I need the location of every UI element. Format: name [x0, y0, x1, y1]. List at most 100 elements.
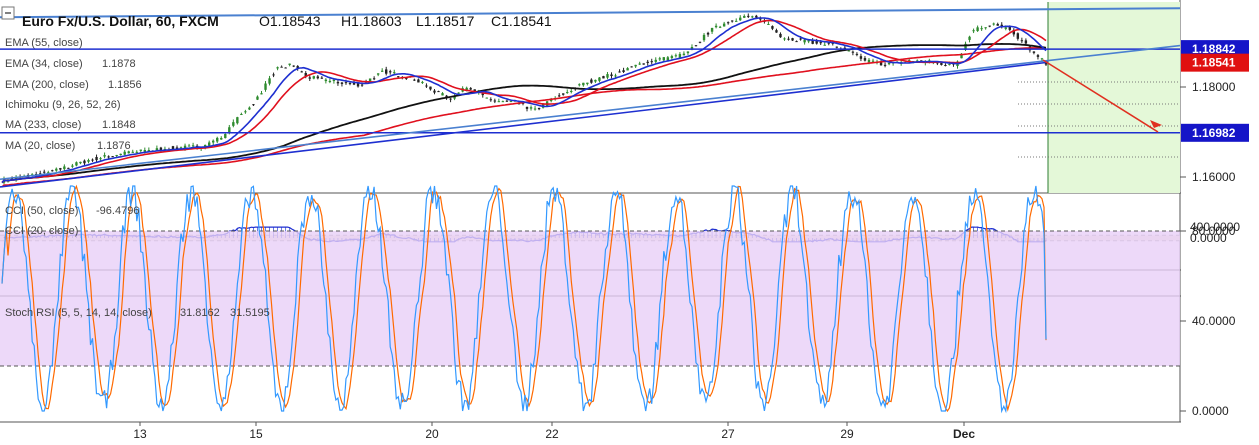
candle-down[interactable]: [352, 82, 356, 85]
candle-up[interactable]: [99, 158, 102, 160]
candle-down[interactable]: [385, 69, 388, 74]
candle-up[interactable]: [570, 90, 573, 92]
time-axis[interactable]: 13 15 20 22 27 29 Dec: [133, 422, 975, 441]
candle-up[interactable]: [131, 151, 134, 153]
candle-down[interactable]: [344, 82, 348, 84]
candle-up[interactable]: [256, 96, 259, 100]
candle-up[interactable]: [248, 107, 251, 110]
candle-down[interactable]: [111, 156, 114, 158]
candle-up[interactable]: [135, 151, 138, 153]
candle-up[interactable]: [119, 153, 122, 155]
candle-down[interactable]: [940, 63, 943, 65]
candle-up[interactable]: [714, 25, 718, 28]
candle-down[interactable]: [59, 168, 62, 170]
candle-up[interactable]: [807, 39, 810, 42]
candle-up[interactable]: [123, 151, 126, 155]
candle-up[interactable]: [702, 34, 706, 41]
candle-down[interactable]: [348, 83, 352, 85]
candle-up[interactable]: [566, 92, 569, 94]
candle-down[interactable]: [304, 72, 307, 77]
candle-up[interactable]: [191, 145, 195, 147]
candle-up[interactable]: [549, 100, 553, 102]
candle-up[interactable]: [867, 59, 871, 63]
indicator-ema34-label[interactable]: EMA (34, close): [5, 58, 83, 70]
candle-down[interactable]: [417, 79, 420, 83]
candle-up[interactable]: [421, 81, 424, 83]
candle-down[interactable]: [43, 171, 46, 173]
candle-up[interactable]: [533, 108, 537, 110]
candle-down[interactable]: [433, 90, 436, 93]
candle-up[interactable]: [823, 44, 826, 46]
candle-down[interactable]: [859, 56, 863, 59]
candle-up[interactable]: [55, 168, 58, 171]
candle-up[interactable]: [678, 54, 682, 58]
candle-down[interactable]: [1012, 29, 1016, 35]
candle-down[interactable]: [630, 66, 633, 68]
ema34-line[interactable]: [1, 19, 1047, 184]
candle-down[interactable]: [795, 41, 798, 43]
candle-up[interactable]: [1040, 58, 1044, 60]
candle-down[interactable]: [799, 38, 802, 40]
candle-up[interactable]: [179, 147, 183, 149]
candle-up[interactable]: [139, 149, 142, 151]
candle-up[interactable]: [670, 56, 674, 59]
stoch-k-line[interactable]: [1, 185, 1047, 414]
candle-up[interactable]: [324, 79, 328, 82]
candle-down[interactable]: [316, 76, 320, 79]
candle-down[interactable]: [988, 25, 991, 27]
candle-down[interactable]: [252, 104, 255, 106]
cci-second-label[interactable]: CCI (20, close): [5, 225, 78, 237]
candle-up[interactable]: [276, 67, 279, 69]
cci-main-label[interactable]: CCI (50, close): [5, 205, 78, 217]
candle-down[interactable]: [883, 64, 887, 66]
candle-up[interactable]: [509, 101, 513, 103]
forecast-arrow[interactable]: [1042, 59, 1159, 133]
price-panel[interactable]: [0, 2, 1181, 193]
candle-up[interactable]: [393, 72, 396, 74]
candle-up[interactable]: [980, 28, 983, 30]
candle-up[interactable]: [847, 50, 851, 52]
candle-down[interactable]: [787, 38, 790, 40]
candle-up[interactable]: [220, 138, 223, 140]
candle-down[interactable]: [706, 32, 710, 35]
stoch-d-line[interactable]: [1, 184, 1047, 413]
candle-up[interactable]: [224, 134, 227, 139]
candle-up[interactable]: [457, 92, 460, 94]
candle-down[interactable]: [340, 82, 344, 84]
candle-up[interactable]: [155, 148, 159, 151]
candle-up[interactable]: [453, 96, 456, 99]
candle-up[interactable]: [216, 137, 219, 142]
candle-down[interactable]: [779, 33, 782, 38]
candle-down[interactable]: [308, 77, 311, 79]
candle-down[interactable]: [469, 88, 472, 90]
candle-down[interactable]: [372, 78, 376, 80]
candle-up[interactable]: [578, 84, 581, 86]
candle-up[interactable]: [268, 78, 271, 84]
candle-down[interactable]: [831, 42, 834, 44]
candle-up[interactable]: [264, 83, 267, 90]
candle-up[interactable]: [183, 145, 187, 149]
candle-up[interactable]: [485, 97, 488, 99]
candle-up[interactable]: [634, 64, 637, 67]
candle-down[interactable]: [558, 95, 561, 97]
candle-down[interactable]: [292, 65, 295, 67]
candle-up[interactable]: [722, 23, 726, 27]
candle-down[interactable]: [360, 84, 364, 86]
ma233-line[interactable]: [1, 47, 1046, 188]
candle-down[interactable]: [602, 76, 605, 79]
candle-up[interactable]: [674, 55, 678, 57]
candle-up[interactable]: [582, 82, 585, 86]
candle-down[interactable]: [562, 93, 565, 95]
candle-up[interactable]: [236, 117, 239, 124]
candle-up[interactable]: [594, 79, 597, 82]
candle-down[interactable]: [1044, 62, 1048, 65]
candle-up[interactable]: [71, 165, 74, 167]
candle-down[interactable]: [175, 147, 179, 150]
candle-down[interactable]: [863, 58, 867, 61]
candle-down[interactable]: [272, 74, 275, 76]
candle-down[interactable]: [537, 108, 541, 110]
candle-up[interactable]: [960, 53, 963, 59]
candle-up[interactable]: [147, 150, 151, 152]
